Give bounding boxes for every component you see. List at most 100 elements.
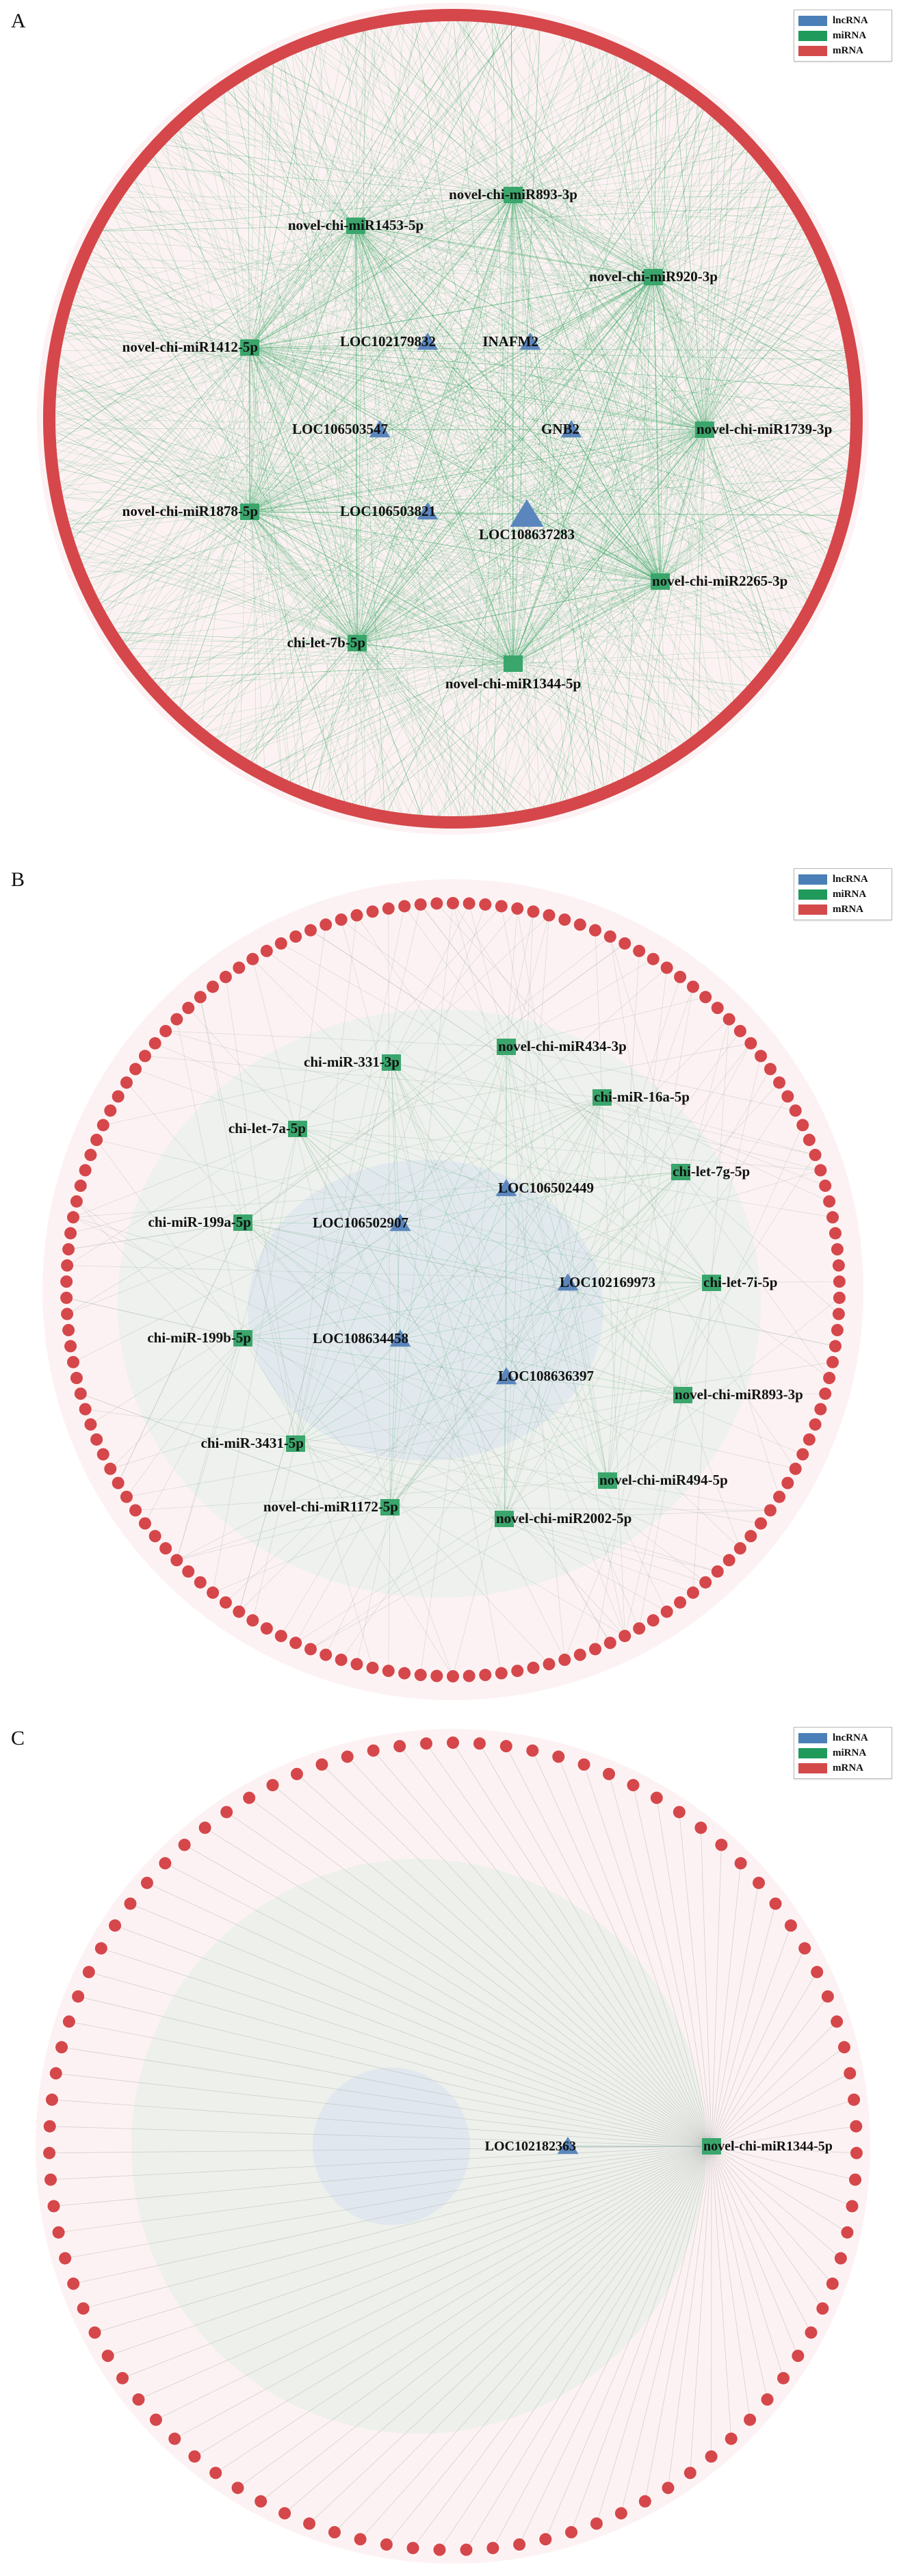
mirna-label-novel-chi-mir920-3p: novel-chi-miR920-3p [589, 268, 718, 285]
mrna-node [539, 2533, 552, 2546]
mrna-node [447, 897, 459, 909]
mrna-node [848, 2093, 861, 2106]
mirna-label-novel-chi-mir1412-5p: novel-chi-miR1412-5p [122, 339, 258, 355]
mrna-node [159, 1542, 172, 1555]
mirna-node-chi-mir-199b-5p [233, 1330, 252, 1346]
mirna-node-chi-let-7g-5p [671, 1164, 690, 1180]
mrna-node [194, 1576, 207, 1589]
mrna-node [94, 1942, 107, 1955]
mrna-node [170, 1554, 183, 1567]
lncrna-halo [313, 2068, 470, 2225]
mrna-node [198, 1821, 211, 1834]
mrna-node [686, 1586, 699, 1599]
mirna-node-novel-chi-mir893-3p [504, 187, 523, 203]
mrna-node [414, 898, 427, 911]
mrna-node [433, 2543, 446, 2556]
lncrna-node-loc106502449 [495, 1179, 517, 1197]
mrna-node [62, 1243, 75, 1256]
mrna-node [104, 1462, 117, 1475]
mrna-node [722, 1013, 735, 1026]
mrna-node [328, 2526, 341, 2539]
mirna-node-novel-chi-mir494-5p [598, 1472, 617, 1489]
mrna-node [473, 1737, 486, 1750]
mrna-node [62, 1324, 75, 1337]
mrna-node [430, 897, 443, 910]
legend-item-lncrna: lncRNA [798, 13, 887, 28]
mirna-label-novel-chi-mir434-3p: novel-chi-miR434-3p [498, 1038, 627, 1054]
mrna-node [67, 2277, 80, 2290]
mrna-node [43, 2146, 56, 2159]
mrna-node [821, 1990, 834, 2003]
mrna-node [811, 1966, 824, 1979]
mirna-node-novel-chi-mir1412-5p [240, 339, 259, 356]
panel-label: A [11, 10, 26, 32]
mrna-node [414, 1669, 427, 1682]
mrna-node [132, 2393, 145, 2406]
mrna-node [809, 1418, 822, 1431]
mrna-node [45, 2093, 58, 2106]
mirna-label-chi-mir-199b-5p: chi-miR-199b-5p [147, 1329, 251, 1346]
mrna-node [733, 1542, 746, 1555]
mrna-node [90, 1134, 103, 1147]
mrna-node [674, 970, 687, 983]
mirna-label-chi-let-7i-5p: chi-let-7i-5p [703, 1274, 777, 1290]
mrna-node [674, 1596, 687, 1609]
mrna-nodes [43, 9, 863, 829]
panel-label: B [11, 868, 25, 891]
mrna-node [558, 1653, 571, 1666]
mrna-node [722, 1554, 735, 1567]
legend-item-mirna: miRNA [798, 28, 887, 43]
mrna-node [447, 1736, 459, 1749]
mrna-node [588, 924, 601, 937]
mrna-node [573, 1648, 586, 1661]
mrna-node [764, 1063, 777, 1076]
network-a: novel-chi-miR893-3p novel-chi-miR1453-5p n… [37, 3, 869, 835]
legend: lncRNA miRNA mRNA [794, 1727, 892, 1779]
mrna-node [715, 1838, 728, 1851]
mrna-node [705, 2450, 718, 2463]
lncrna-node-loc106503821 [417, 502, 439, 520]
mirna-node-novel-chi-mir920-3p [644, 269, 663, 285]
mrna-node [829, 1227, 842, 1240]
mrna-node [699, 1576, 712, 1589]
mrna-node [109, 1919, 122, 1932]
node-labels: novel-chi-miR893-3p novel-chi-miR1453-5p n… [122, 186, 833, 692]
mirna-label-novel-chi-mir1344-5p: novel-chi-miR1344-5p [703, 2139, 833, 2154]
mrna-node [320, 1648, 333, 1661]
lncrna-label-inafm2: INAFM2 [482, 333, 538, 350]
mrna-node [72, 1990, 85, 2003]
mrna-node [832, 1307, 845, 1320]
mirna-node-chi-mir-16a-5p [592, 1089, 612, 1106]
mrna-node [673, 1806, 686, 1819]
mrna-node [116, 2371, 129, 2384]
mirna-node-novel-chi-mir2265-3p [651, 573, 670, 590]
mrna-node [246, 952, 259, 965]
edges [49, 1742, 857, 2550]
mrna-node [420, 1737, 433, 1750]
lncrna-label-loc106503821: LOC106503821 [340, 503, 436, 519]
mirna-label-chi-mir-199a-5p: chi-miR-199a-5p [148, 1214, 252, 1230]
mrna-node [734, 1857, 747, 1870]
mrna-node [826, 1211, 839, 1224]
mrna-node [803, 1433, 816, 1446]
lncrna-label-gnb2: GNB2 [541, 421, 579, 437]
mirna-label-novel-chi-mir1878-5p: novel-chi-miR1878-5p [122, 503, 258, 519]
mrna-node [101, 2350, 114, 2363]
mrna-node [577, 1758, 590, 1771]
mrna-node [159, 1857, 172, 1870]
mirna-node-novel-chi-mir1739-3p [695, 421, 714, 438]
lncrna-node-loc108634458 [389, 1329, 411, 1347]
lncrna-nodes [369, 333, 582, 527]
mrna-node [803, 1134, 816, 1147]
mrna-node [699, 991, 712, 1004]
legend-item-mirna: miRNA [798, 1745, 887, 1760]
mrna-node [233, 1605, 246, 1618]
mrna-node [725, 2432, 738, 2445]
mrna-node [393, 1740, 406, 1753]
mrna-node [354, 2533, 367, 2546]
mrna-node [792, 2350, 805, 2363]
mrna-node [382, 1665, 395, 1678]
mrna-node [495, 900, 508, 913]
legend-item-mrna: mRNA [798, 1760, 887, 1775]
network-c: novel-chi-miR1344-5p LOC102182363 [36, 1729, 870, 2564]
